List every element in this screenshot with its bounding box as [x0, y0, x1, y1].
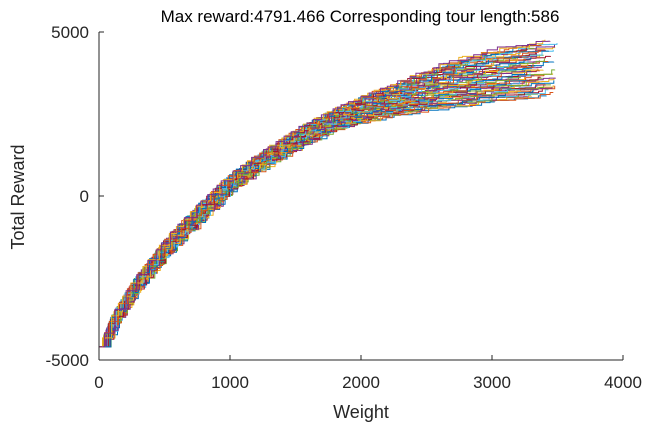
x-ticks: 0 1000 2000 3000 4000	[94, 355, 642, 392]
x-tick-label: 4000	[604, 373, 642, 392]
y-axis-label: Total Reward	[8, 144, 28, 249]
chart-title: Max reward:4791.466 Corresponding tour l…	[161, 7, 560, 26]
series-line	[99, 65, 542, 348]
series-line	[99, 65, 536, 348]
x-tick-label: 2000	[342, 373, 380, 392]
x-tick-label: 0	[94, 373, 103, 392]
series-line	[99, 85, 556, 348]
x-tick-label: 1000	[211, 373, 249, 392]
series-line	[99, 73, 531, 348]
series-line	[99, 61, 555, 348]
series-line	[99, 79, 529, 348]
series-line	[99, 47, 556, 348]
series-line	[99, 43, 558, 348]
y-ticks: -5000 0 5000	[46, 23, 104, 370]
series-line	[99, 70, 540, 348]
series-line	[99, 70, 532, 348]
y-tick-label: 5000	[51, 23, 89, 42]
x-axis-label: Weight	[333, 402, 389, 422]
series-line	[99, 44, 542, 348]
series-line	[99, 69, 544, 348]
plot-lines	[99, 39, 558, 348]
x-tick-label: 3000	[473, 373, 511, 392]
series-line	[99, 68, 539, 348]
series-line	[99, 67, 530, 348]
series-line	[99, 44, 555, 348]
series-line	[99, 75, 535, 348]
y-tick-label: -5000	[46, 351, 89, 370]
series-line	[99, 65, 535, 348]
series-line	[99, 39, 546, 348]
y-tick-label: 0	[80, 187, 89, 206]
series-line	[99, 61, 549, 348]
series-line	[99, 40, 551, 348]
